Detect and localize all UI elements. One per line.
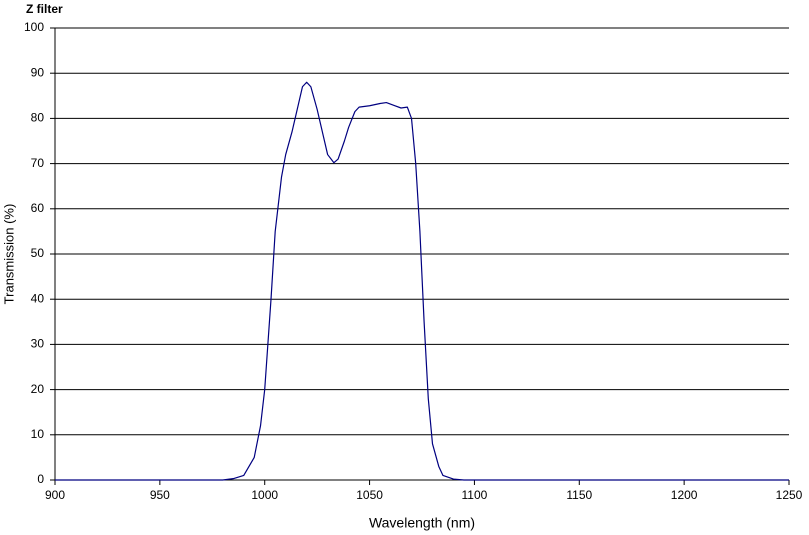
y-tick-label: 10 — [31, 427, 45, 441]
y-tick-label: 20 — [31, 382, 45, 396]
x-tick-label: 950 — [150, 488, 170, 502]
x-tick-label: 1100 — [462, 488, 488, 502]
y-tick-label: 60 — [31, 201, 45, 215]
chart-title: Z filter — [26, 2, 63, 16]
y-tick-label: 70 — [31, 156, 45, 170]
y-tick-label: 100 — [24, 20, 44, 34]
y-tick-label: 0 — [37, 472, 44, 486]
x-axis-label: Wavelength (nm) — [369, 515, 475, 531]
data-line — [55, 81, 789, 481]
x-tick-label: 1250 — [776, 488, 803, 502]
y-tick-label: 80 — [31, 111, 45, 125]
y-tick-label: 40 — [31, 291, 45, 305]
x-tick-label: 900 — [45, 488, 65, 502]
y-axis-label: Transmission (%) — [1, 204, 16, 305]
x-tick-label: 1050 — [356, 488, 383, 502]
y-tick-label: 90 — [31, 65, 45, 79]
y-tick-label: 30 — [31, 337, 45, 351]
y-tick-label: 50 — [31, 246, 45, 260]
x-tick-label: 1150 — [566, 488, 592, 502]
x-tick-label: 1000 — [251, 488, 278, 502]
x-tick-label: 1200 — [671, 488, 698, 502]
